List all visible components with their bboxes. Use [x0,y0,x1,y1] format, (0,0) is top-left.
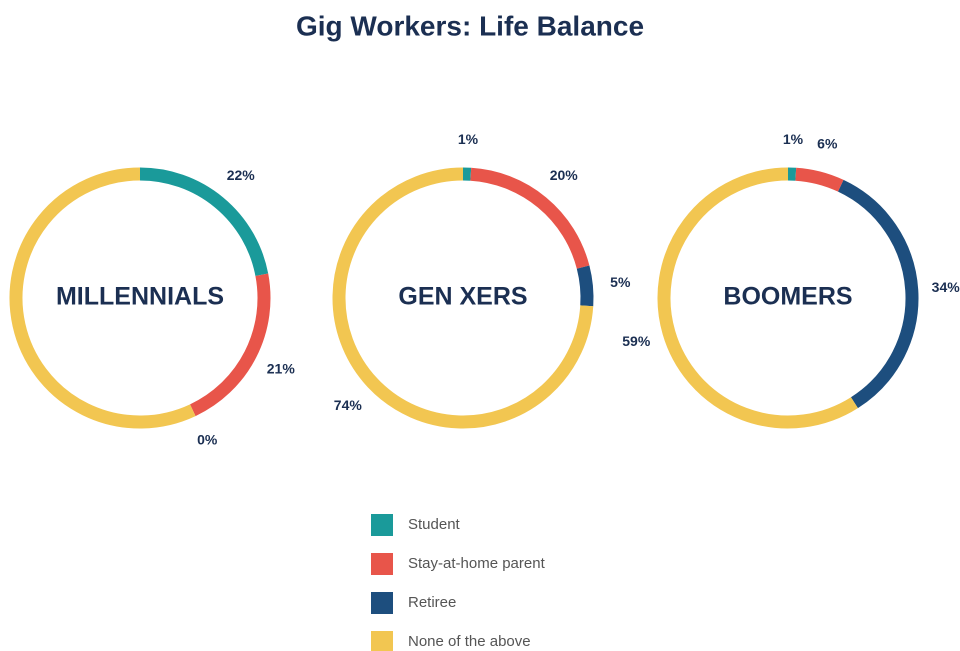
donut-center-label: GEN XERS [398,283,527,311]
donut-segment [332,167,594,429]
donut-segment [9,167,196,429]
legend-swatch [371,592,393,614]
donut-center-label: BOOMERS [723,283,852,311]
donut-segment [795,167,844,192]
data-label: 22% [227,167,256,183]
legend-label: None of the above [408,633,531,650]
data-label: 20% [550,167,579,183]
data-label: 6% [817,136,838,152]
data-label: 21% [267,360,296,376]
donut-segment [838,179,919,409]
data-label: 1% [458,131,479,147]
chart-title: Gig Workers: Life Balance [296,10,644,41]
donut-segment [189,273,271,417]
donut-segment [139,167,269,277]
donut-segment [470,167,590,269]
legend-swatch [371,553,393,575]
data-label: 1% [783,131,804,147]
legend-swatch [371,631,393,651]
legend-label: Stay-at-home parent [408,555,546,572]
donut-center-label: MILLENNIALS [56,283,224,311]
data-label: 0% [197,432,218,448]
data-label: 74% [334,397,363,413]
donut-segment [576,265,594,307]
legend-label: Retiree [408,594,456,611]
data-label: 59% [622,333,651,349]
legend-swatch [371,514,393,536]
data-label: 5% [610,274,631,290]
donut-segment [657,167,858,429]
legend-label: Student [408,516,461,533]
data-label: 34% [932,279,960,295]
